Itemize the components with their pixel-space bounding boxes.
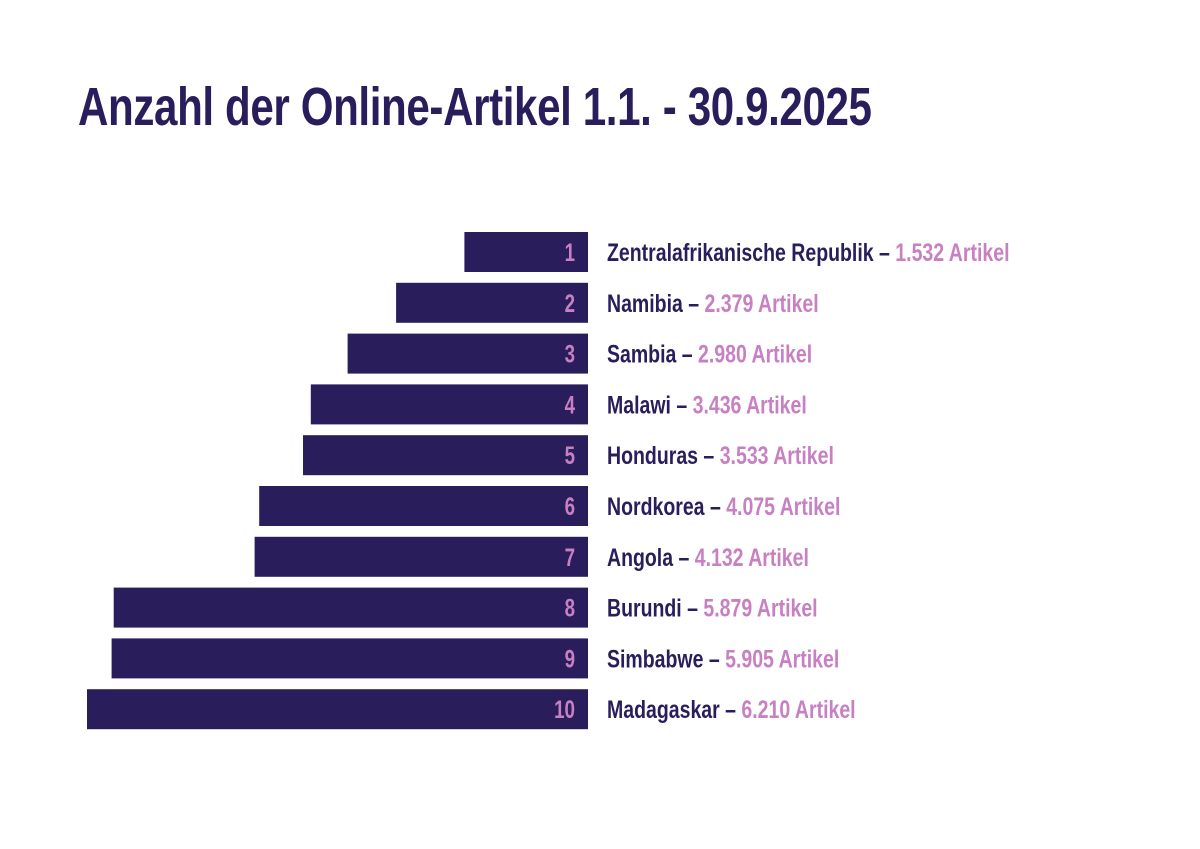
value-label: 5.879 Artikel [703,595,817,623]
value-label: 2.980 Artikel [698,341,812,369]
bar [464,232,588,272]
value-label: 1.532 Artikel [895,239,1009,267]
bar [259,486,588,526]
row-label: Simbabwe – 5.905 Artikel [607,645,839,673]
bar-row: 10 Madagaskar – 6.210 Artikel [87,689,856,730]
country-label: Simbabwe [607,645,704,673]
bar [303,435,588,476]
separator: – [874,239,896,267]
country-label: Angola [607,544,674,572]
value-label: 2.379 Artikel [705,290,819,318]
row-label: Sambia – 2.980 Artikel [607,341,812,369]
country-label: Namibia [607,290,684,318]
row-label: Nordkorea – 4.075 Artikel [607,493,840,521]
separator: – [683,290,705,318]
rank-label: 2 [565,290,575,318]
row-label: Madagaskar – 6.210 Artikel [607,696,856,724]
bar-row: 9 Simbabwe – 5.905 Artikel [111,638,839,679]
rank-label: 3 [565,341,575,369]
row-label: Malawi – 3.436 Artikel [607,391,807,419]
bar-row: 7 Angola – 4.132 Artikel [254,536,809,577]
rank-label: 9 [565,645,575,673]
rank-label: 4 [565,391,575,419]
country-label: Malawi [607,391,671,419]
bar [113,587,588,628]
bar-row: 3 Sambia – 2.980 Artikel [347,333,812,374]
bar-row: 2 Namibia – 2.379 Artikel [396,282,819,323]
rank-label: 8 [565,595,575,623]
separator: – [676,341,698,369]
bar-row: 1 Zentralafrikanische Republik – 1.532 Ar… [464,232,1010,272]
country-label: Madagaskar [607,696,720,724]
separator: – [673,544,695,572]
separator: – [682,595,704,623]
country-label: Zentralafrikanische Republik [607,239,874,267]
row-label: Honduras – 3.533 Artikel [607,442,834,470]
separator: – [705,493,727,521]
separator: – [698,442,720,470]
value-label: 6.210 Artikel [741,696,855,724]
separator: – [703,645,725,673]
bar [347,333,588,374]
separator: – [720,696,742,724]
bar [87,689,588,730]
country-label: Sambia [607,341,677,369]
country-label: Burundi [607,595,682,623]
bar [310,384,588,425]
rank-label: 1 [565,239,575,267]
row-label: Zentralafrikanische Republik – 1.532 Art… [607,239,1010,267]
rank-label: 6 [565,493,575,521]
separator: – [671,391,693,419]
value-label: 4.075 Artikel [726,493,840,521]
rank-label: 10 [554,696,575,724]
rank-label: 7 [565,544,575,572]
row-label: Burundi – 5.879 Artikel [607,595,818,623]
chart-title: Anzahl der Online-Artikel 1.1. - 30.9.20… [78,77,872,137]
rank-label: 5 [565,442,575,470]
bar [254,536,588,577]
value-label: 4.132 Artikel [695,544,809,572]
bar-row: 5 Honduras – 3.533 Artikel [303,435,834,476]
row-label: Namibia – 2.379 Artikel [607,290,819,318]
bar-row: 6 Nordkorea – 4.075 Artikel [259,486,840,526]
bar [111,638,588,679]
value-label: 5.905 Artikel [725,645,839,673]
country-label: Honduras [607,442,698,470]
row-label: Angola – 4.132 Artikel [607,544,809,572]
bar-row: 4 Malawi – 3.436 Artikel [310,384,807,425]
value-label: 3.436 Artikel [693,391,807,419]
bar [396,282,588,323]
value-label: 3.533 Artikel [720,442,834,470]
bar-row: 8 Burundi – 5.879 Artikel [113,587,818,628]
country-label: Nordkorea [607,493,705,521]
